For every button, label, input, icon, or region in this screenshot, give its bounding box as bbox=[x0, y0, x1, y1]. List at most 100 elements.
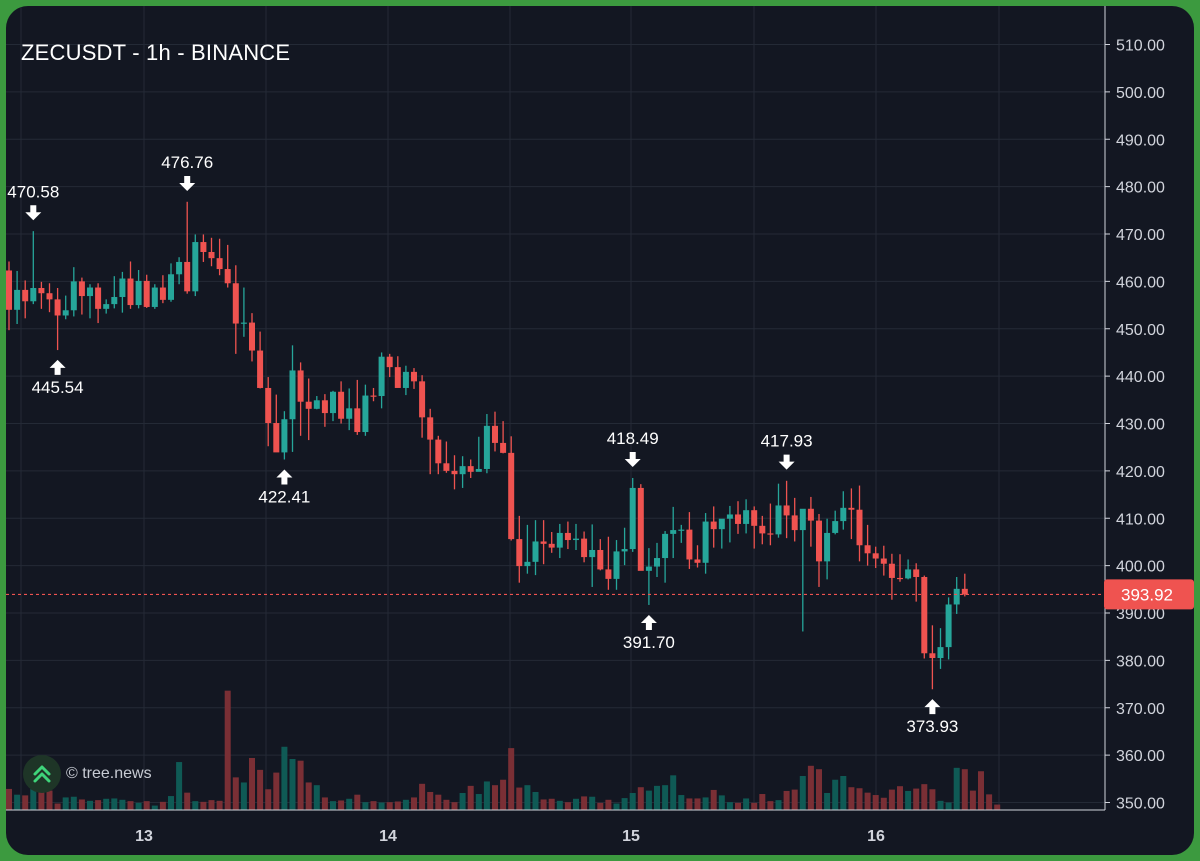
low-label: 373.93 bbox=[906, 717, 958, 736]
volume-bar bbox=[783, 790, 790, 810]
arrow-down-icon bbox=[624, 452, 641, 468]
volume-bar bbox=[232, 777, 239, 810]
volume-bar bbox=[840, 776, 847, 810]
volume-bar bbox=[240, 782, 247, 810]
volume-bar bbox=[14, 794, 21, 810]
candle-body bbox=[62, 310, 69, 316]
candle-body bbox=[192, 242, 199, 292]
candle-body bbox=[232, 283, 239, 324]
volume-bar bbox=[362, 802, 369, 810]
candle-body bbox=[411, 371, 417, 382]
last-price-badge: 393.92 bbox=[1104, 579, 1194, 610]
volume-bar bbox=[200, 801, 207, 810]
volume-bar bbox=[629, 793, 636, 810]
volume-bar bbox=[483, 781, 490, 810]
candle-body bbox=[30, 288, 37, 302]
volume-bar bbox=[143, 801, 150, 810]
candle-body bbox=[905, 569, 912, 579]
volume-bar bbox=[62, 797, 69, 810]
volume-bar bbox=[22, 795, 29, 810]
candle-body bbox=[159, 287, 166, 300]
chart-frame: 470.58 445.54 476.76 422.41 418.49 391.70 417.… bbox=[6, 6, 1194, 855]
candle-body bbox=[249, 322, 255, 351]
candle-body bbox=[670, 530, 677, 534]
candle-body bbox=[321, 400, 328, 414]
y-tick-label: 400.00 bbox=[1116, 559, 1165, 576]
volume-bar bbox=[573, 798, 579, 810]
candle-body bbox=[743, 510, 750, 524]
volume-bar bbox=[848, 787, 855, 810]
candle-body bbox=[127, 278, 134, 306]
candle-body bbox=[548, 543, 555, 548]
candle-body bbox=[143, 280, 150, 307]
candle-body bbox=[362, 395, 369, 433]
volume-bar bbox=[459, 793, 466, 810]
volume-bar bbox=[540, 799, 547, 810]
candle-body bbox=[200, 242, 207, 253]
volume-bar bbox=[159, 801, 166, 810]
y-tick-label: 500.00 bbox=[1116, 85, 1165, 102]
volume-bar bbox=[176, 762, 183, 810]
candle-body bbox=[726, 514, 733, 519]
candle-body bbox=[500, 442, 507, 453]
candle-body bbox=[330, 391, 336, 414]
candle-body bbox=[524, 561, 531, 567]
candle-body bbox=[354, 408, 361, 433]
low-marker: 391.70 bbox=[623, 614, 675, 652]
y-tick-label: 440.00 bbox=[1116, 369, 1165, 386]
candle-body bbox=[807, 508, 814, 521]
candle-body bbox=[168, 274, 174, 300]
candle-body bbox=[492, 425, 498, 443]
volume-bar bbox=[249, 757, 255, 810]
candle-body bbox=[897, 577, 903, 580]
candle-body bbox=[508, 452, 515, 540]
y-tick-label: 510.00 bbox=[1116, 38, 1165, 55]
volume-bar bbox=[905, 790, 912, 810]
x-tick-label: 14 bbox=[379, 828, 397, 845]
watermark: © tree.news bbox=[23, 755, 152, 793]
candle-body bbox=[14, 289, 21, 310]
x-tick-label: 15 bbox=[622, 828, 640, 845]
volume-bar bbox=[87, 800, 93, 810]
candle-body bbox=[824, 532, 831, 562]
candlestick-chart[interactable]: 470.58 445.54 476.76 422.41 418.49 391.70 417.… bbox=[6, 6, 1194, 855]
arrow-up-icon bbox=[49, 359, 66, 375]
low-marker: 422.41 bbox=[258, 469, 310, 506]
candle-body bbox=[581, 538, 588, 558]
high-marker: 418.49 bbox=[607, 429, 659, 468]
candle-body bbox=[151, 287, 158, 307]
candle-body bbox=[394, 367, 401, 388]
volume-bar bbox=[605, 799, 612, 810]
high-label: 476.76 bbox=[161, 153, 213, 172]
candle-body bbox=[22, 289, 29, 302]
candle-body bbox=[629, 487, 636, 550]
volume-bar bbox=[46, 790, 53, 810]
high-label: 417.93 bbox=[761, 432, 813, 451]
candle-body bbox=[46, 293, 53, 300]
candle-body bbox=[605, 569, 612, 579]
volume-bar bbox=[419, 783, 426, 810]
low-label: 445.54 bbox=[32, 378, 84, 397]
candle-body bbox=[443, 463, 450, 471]
volume-bar bbox=[589, 796, 596, 810]
volume-bar bbox=[686, 798, 693, 810]
candle-body bbox=[54, 299, 61, 316]
volume-bar bbox=[451, 802, 458, 810]
candle-body bbox=[240, 322, 247, 324]
candle-body bbox=[937, 647, 944, 659]
volume-bar bbox=[54, 803, 61, 810]
volume-bar bbox=[289, 759, 296, 810]
candle-body bbox=[686, 529, 693, 560]
volume-bar bbox=[443, 799, 450, 810]
volume-bar bbox=[694, 798, 701, 810]
candle-body bbox=[799, 508, 806, 531]
candle-body bbox=[945, 604, 952, 648]
watermark-text: © tree.news bbox=[66, 765, 152, 782]
volume-bar bbox=[978, 771, 984, 810]
candle-body bbox=[346, 408, 353, 419]
candle-body bbox=[589, 549, 596, 558]
volume-bar bbox=[297, 760, 304, 810]
volume-bar bbox=[70, 796, 77, 810]
volume-bar bbox=[208, 800, 215, 810]
candle-body bbox=[710, 521, 717, 530]
